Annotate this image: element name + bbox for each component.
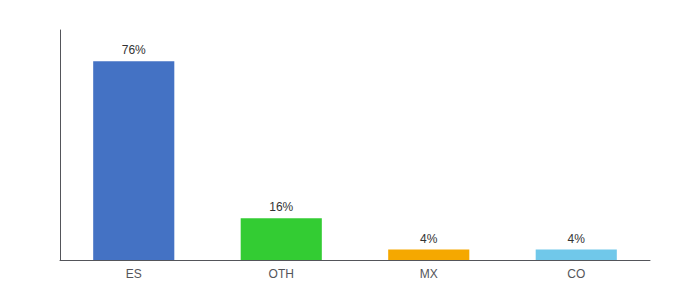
- svg-text:OTH: OTH: [269, 267, 294, 281]
- svg-text:4%: 4%: [568, 232, 586, 246]
- svg-text:ES: ES: [126, 267, 142, 281]
- svg-text:76%: 76%: [122, 43, 146, 57]
- svg-text:CO: CO: [567, 267, 585, 281]
- svg-text:4%: 4%: [420, 232, 438, 246]
- svg-text:MX: MX: [420, 267, 438, 281]
- svg-text:16%: 16%: [269, 200, 293, 214]
